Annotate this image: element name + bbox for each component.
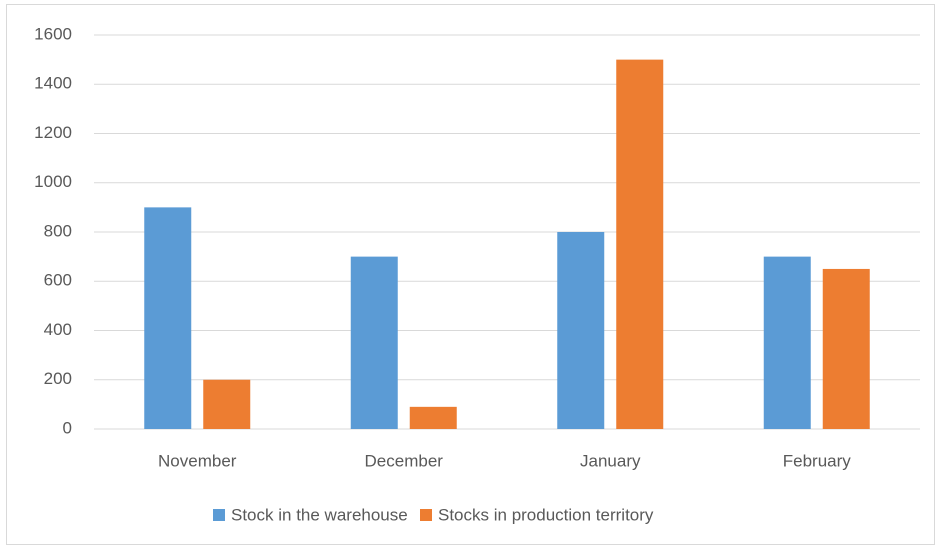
y-tick-label: 0: [63, 418, 72, 437]
bar: [616, 59, 664, 429]
bar: [350, 256, 398, 429]
x-tick-label: December: [365, 451, 444, 470]
legend-swatch: [420, 509, 432, 521]
bar: [409, 406, 457, 429]
x-tick-label: November: [158, 451, 237, 470]
y-tick-label: 800: [44, 221, 72, 240]
x-tick-label: January: [580, 451, 641, 470]
legend-label: Stock in the warehouse: [231, 505, 408, 524]
y-tick-label: 200: [44, 369, 72, 388]
legend-swatch: [213, 509, 225, 521]
bar: [763, 256, 811, 429]
y-tick-label: 1400: [34, 74, 72, 93]
bar: [557, 232, 605, 429]
legend-label: Stocks in production territory: [438, 505, 654, 524]
y-tick-label: 1200: [34, 123, 72, 142]
bar: [144, 207, 192, 429]
y-tick-label: 600: [44, 271, 72, 290]
bar: [203, 379, 251, 429]
bar: [822, 268, 870, 429]
x-tick-label: February: [783, 451, 852, 470]
y-tick-label: 1600: [34, 24, 72, 43]
y-tick-label: 400: [44, 320, 72, 339]
y-tick-label: 1000: [34, 172, 72, 191]
